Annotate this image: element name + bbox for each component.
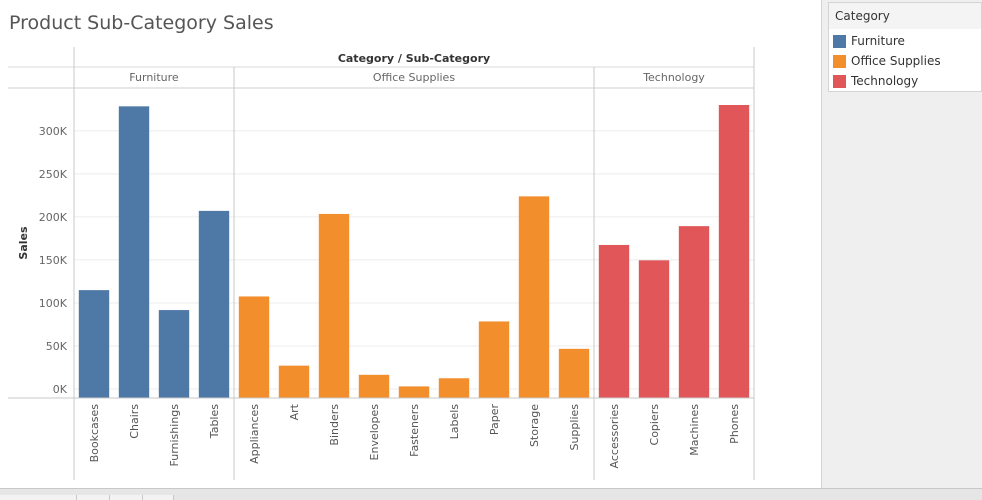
x-tick-label: Supplies [568, 404, 581, 451]
bar [318, 213, 350, 398]
bar [718, 104, 750, 399]
sheet-tab[interactable] [143, 495, 174, 500]
y-tick-label: 250K [39, 168, 68, 181]
bar [518, 196, 550, 398]
legend-swatch [833, 35, 846, 48]
x-tick-label: Machines [688, 404, 701, 456]
sheet-tab-bar [0, 488, 982, 500]
y-tick-label: 150K [39, 254, 68, 267]
sheet-tab[interactable] [77, 495, 110, 500]
x-tick-label: Envelopes [368, 404, 381, 461]
column-header: Category / Sub-Category [338, 52, 490, 65]
bar [438, 378, 470, 398]
legend-title: Category [829, 3, 981, 29]
y-tick-label: 300K [39, 125, 68, 138]
x-tick-label: Tables [208, 404, 221, 439]
x-tick-label: Storage [528, 404, 541, 447]
sheet-tab[interactable] [0, 495, 77, 500]
color-legend[interactable]: Category Furniture Office Supplies Techn… [828, 2, 982, 92]
x-tick-label: Art [288, 403, 301, 420]
bar [638, 260, 670, 398]
bar [398, 386, 430, 398]
x-tick-label: Accessories [608, 404, 621, 469]
bar [278, 365, 310, 398]
y-tick-label: 100K [39, 297, 68, 310]
x-tick-label: Bookcases [88, 404, 101, 463]
sheet-tab[interactable] [110, 495, 143, 500]
x-tick-label: Fasteners [408, 404, 421, 457]
group-header-label: Technology [642, 71, 705, 84]
legend-swatch [833, 55, 846, 68]
x-tick-label: Appliances [248, 404, 261, 464]
bar [678, 226, 710, 398]
bar [558, 348, 590, 398]
y-axis-title: Sales [17, 226, 30, 260]
group-header-label: Office Supplies [373, 71, 455, 84]
bar [158, 310, 190, 398]
bar [358, 374, 390, 398]
bar [598, 244, 630, 398]
bar [118, 106, 150, 398]
y-tick-label: 0K [53, 383, 68, 396]
bar [198, 210, 230, 398]
bar [238, 296, 270, 398]
y-tick-label: 200K [39, 211, 68, 224]
bar [78, 290, 110, 398]
y-tick-label: 50K [46, 340, 68, 353]
x-tick-label: Binders [328, 404, 341, 446]
group-header-label: Furniture [129, 71, 179, 84]
x-tick-label: Labels [448, 404, 461, 440]
legend-label: Office Supplies [851, 54, 941, 68]
x-tick-label: Chairs [128, 404, 141, 439]
chart-title: Product Sub-Category Sales [9, 12, 274, 34]
x-tick-label: Paper [488, 404, 501, 436]
x-tick-label: Copiers [648, 404, 661, 446]
legend-swatch [833, 75, 846, 88]
legend-label: Furniture [851, 34, 905, 48]
bar-chart: Category / Sub-Category Furniture Bookcase… [8, 47, 755, 480]
x-tick-label: Phones [728, 404, 741, 444]
legend-label: Technology [851, 74, 919, 88]
x-tick-label: Furnishings [168, 404, 181, 467]
bar [478, 321, 510, 398]
